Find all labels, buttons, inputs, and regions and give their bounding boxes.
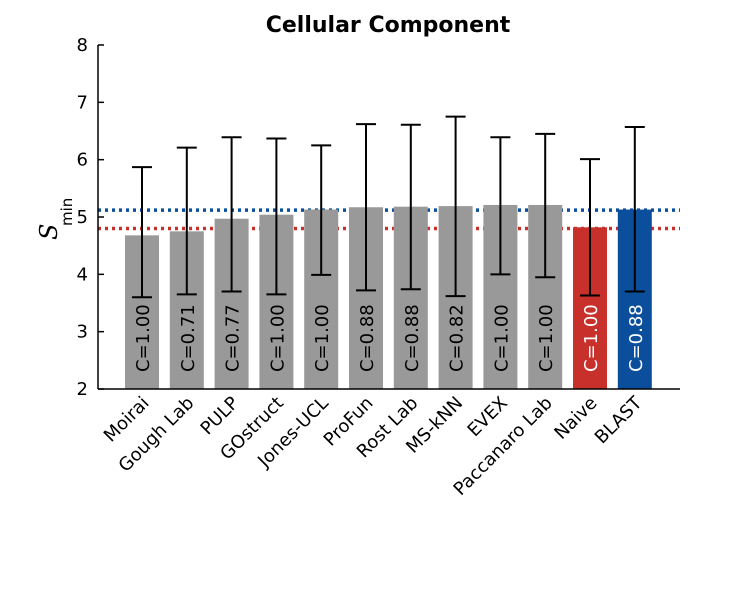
- y-tick-label-4: 6: [77, 150, 88, 171]
- bar-data-label-2: C=0.77: [223, 304, 244, 372]
- y-tick-label-5: 7: [77, 92, 88, 113]
- y-tick-label-2: 4: [77, 264, 88, 285]
- y-tick-label-3: 5: [77, 207, 88, 228]
- error-bars: [132, 115, 645, 299]
- x-tick-label-11: BLAST: [591, 392, 647, 448]
- chart-title: Cellular Component: [266, 13, 511, 38]
- bars: [125, 204, 652, 389]
- bar-data-label-6: C=0.88: [402, 304, 423, 372]
- bar-data-label-8: C=1.00: [491, 304, 512, 372]
- bar-data-label-0: C=1.00: [133, 304, 154, 372]
- y-ticks: 2 3 4 5 6 7 8: [77, 35, 104, 400]
- reference-lines: [98, 208, 680, 231]
- bar-labels: C=1.00 C=0.71 C=0.77 C=1.00 C=1.00 C=0.88 C=0.…: [133, 304, 647, 372]
- bar-data-label-1: C=0.71: [178, 304, 199, 372]
- y-tick-label-1: 3: [77, 322, 88, 343]
- bar-data-label-3: C=1.00: [267, 304, 288, 372]
- y-axis-label-main: S: [35, 224, 63, 240]
- bar-data-label-5: C=0.88: [357, 304, 378, 372]
- y-axis-label-subscript: min: [58, 198, 76, 226]
- y-tick-label-6: 8: [77, 35, 88, 56]
- bar-data-label-11: C=0.88: [626, 304, 647, 372]
- y-axis-label: S min: [35, 198, 76, 240]
- bar-data-label-4: C=1.00: [312, 304, 333, 372]
- bar-data-label-10: C=1.00: [581, 304, 602, 372]
- bar-data-label-7: C=0.82: [447, 304, 468, 372]
- y-tick-label-0: 2: [77, 379, 88, 400]
- bar-data-label-9: C=1.00: [536, 304, 557, 372]
